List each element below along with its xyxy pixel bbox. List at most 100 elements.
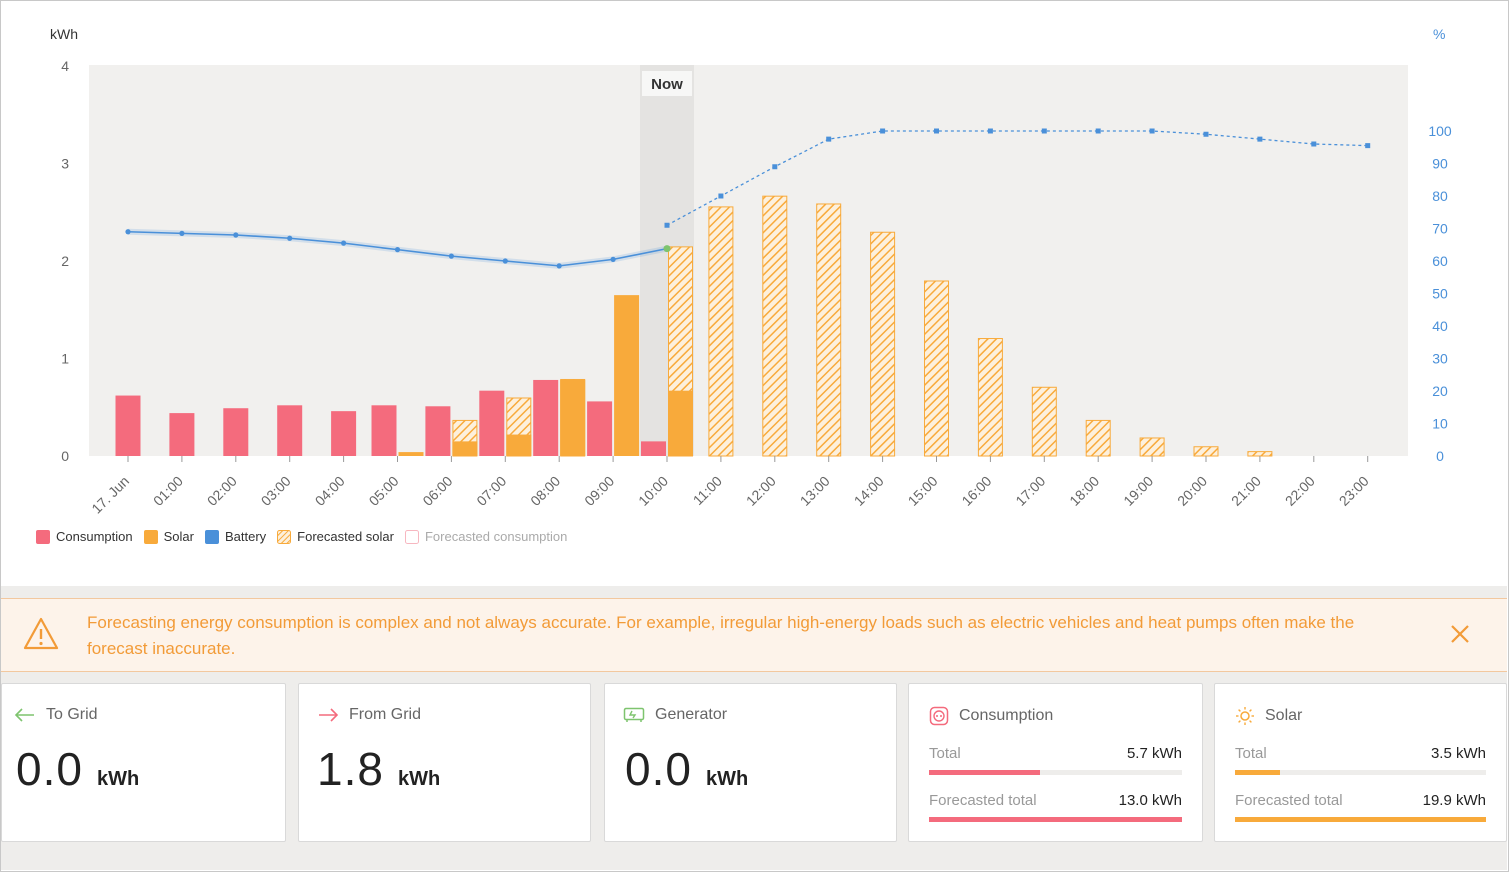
battery-forecast-point <box>1149 128 1155 134</box>
card-header: Consumption <box>929 706 1053 726</box>
battery-forecast-point <box>1365 143 1371 149</box>
generator-unit: kWh <box>705 768 749 790</box>
battery-forecast-point <box>1041 128 1047 134</box>
x-tick-label: 17:00 <box>1012 473 1048 509</box>
battery-point <box>610 256 616 262</box>
consumption-total-bar <box>929 770 1182 775</box>
energy-chart[interactable]: Now 0 1 2 3 4 0 10 20 30 40 50 60 70 80 90 100 17. Jun… <box>1 1 1507 521</box>
battery-forecast-point <box>1095 128 1101 134</box>
card-title: Solar <box>1265 707 1303 724</box>
legend-item-forecasted-solar[interactable]: Forecasted solar <box>277 529 394 544</box>
y-right-tick-label: 60 <box>1432 253 1448 269</box>
generator-icon <box>623 707 645 722</box>
x-tick-label: 14:00 <box>851 473 887 509</box>
x-tick-label: 01:00 <box>150 473 186 509</box>
x-tick-label: 23:00 <box>1336 473 1372 509</box>
x-tick-label: 08:00 <box>527 473 563 509</box>
solar-bar <box>452 441 478 456</box>
card-value: 0.0 kWh <box>625 742 748 796</box>
battery-forecast-point <box>1203 131 1209 137</box>
battery-point <box>502 258 508 264</box>
x-tick-label: 10:00 <box>635 473 671 509</box>
generator-value: 0.0 <box>625 743 692 795</box>
card-title: Consumption <box>959 707 1054 724</box>
x-tick-label: 04:00 <box>312 473 348 509</box>
x-tick-label: 15:00 <box>905 473 941 509</box>
battery-forecast-point <box>1257 136 1263 142</box>
battery-forecast-point <box>718 193 724 199</box>
battery-point <box>448 253 454 259</box>
y-right-tick-label: 70 <box>1432 221 1448 237</box>
legend-swatch <box>143 529 158 544</box>
consumption-bar <box>479 390 505 456</box>
warning-triangle-icon <box>23 617 59 650</box>
forecasted-solar-bar <box>1139 437 1165 457</box>
to-grid-card: To Grid 0.0 kWh <box>1 683 286 842</box>
x-tick-label: 12:00 <box>743 473 779 509</box>
from-grid-value: 1.8 <box>317 743 384 795</box>
card-title: From Grid <box>349 706 421 723</box>
forecasted-solar-bar <box>1085 419 1111 457</box>
to-grid-value: 0.0 <box>16 743 83 795</box>
battery-forecast-point <box>826 136 832 142</box>
from-grid-unit: kWh <box>397 768 441 790</box>
card-title: Generator <box>655 706 728 723</box>
card-header: To Grid <box>14 706 98 724</box>
battery-point <box>663 245 671 253</box>
legend-swatch <box>36 529 50 544</box>
card-title: To Grid <box>46 706 98 723</box>
y-right-tick-label: 0 <box>1436 448 1444 464</box>
x-tick-label: 21:00 <box>1228 473 1264 509</box>
legend-swatch <box>204 529 219 544</box>
legend-label: Solar <box>163 529 194 544</box>
legend-label: Forecasted solar <box>297 529 394 544</box>
section-divider <box>1 586 1507 598</box>
x-tick-label: 11:00 <box>690 473 726 509</box>
battery-lines <box>125 128 1371 269</box>
x-tick-label: 02:00 <box>204 473 240 509</box>
close-icon[interactable] <box>1449 623 1471 645</box>
y-left-tick-label: 3 <box>61 156 69 172</box>
y-right-tick-label: 20 <box>1432 383 1448 399</box>
battery-point <box>125 229 131 235</box>
y-right-tick-label: 30 <box>1432 351 1448 367</box>
progress-fill <box>929 817 1182 822</box>
consumption-bar <box>115 395 141 456</box>
legend-label: Forecasted consumption <box>424 529 568 544</box>
consumption-bar <box>277 405 303 456</box>
forecast-value: 19.9 kWh <box>1422 792 1486 809</box>
progress-fill <box>1235 770 1281 775</box>
y-axis-left-unit: kWh <box>50 26 78 42</box>
legend-swatch <box>404 529 419 544</box>
battery-forecast-point <box>934 128 939 134</box>
x-tick-label: 03:00 <box>258 473 294 509</box>
y-right-tick-label: 50 <box>1432 286 1448 302</box>
solar-card: Solar Total 3.5 kWh Forecasted total 19.… <box>1214 683 1507 842</box>
y-axis-left: 0 1 2 3 4 <box>61 58 69 464</box>
consumption-bar <box>641 441 666 456</box>
battery-point <box>341 240 347 246</box>
forecast-warning-banner: Forecasting energy consumption is comple… <box>1 598 1507 672</box>
y-right-tick-label: 40 <box>1432 318 1448 334</box>
x-tick-label: 07:00 <box>473 473 509 509</box>
consumption-bar <box>223 408 249 456</box>
total-label: Total <box>1235 745 1267 762</box>
consumption-bar <box>371 405 397 456</box>
legend-item-battery[interactable]: Battery <box>204 529 266 544</box>
legend-item-consumption[interactable]: Consumption <box>36 529 133 544</box>
x-tick-label: 18:00 <box>1066 473 1102 509</box>
consumption-bar <box>533 379 559 456</box>
consumption-bar <box>587 401 613 456</box>
forecasted-solar-bar <box>1193 446 1219 457</box>
battery-point <box>556 263 562 269</box>
x-tick-label: 13:00 <box>797 473 833 509</box>
plot-area <box>89 65 1408 456</box>
energy-chart-panel: Now 0 1 2 3 4 0 10 20 30 40 50 60 70 80 90 100 17. Jun… <box>1 1 1507 586</box>
battery-forecast-point <box>987 128 993 134</box>
forecasted-solar-bar <box>1247 451 1273 457</box>
y-axis-right-unit: % <box>1433 26 1446 42</box>
legend-item-solar[interactable]: Solar <box>143 529 194 544</box>
warning-message: Forecasting energy consumption is comple… <box>87 613 1355 658</box>
legend-item-forecasted-consumption[interactable]: Forecasted consumption <box>404 529 568 544</box>
card-value: 1.8 kWh <box>317 742 440 796</box>
